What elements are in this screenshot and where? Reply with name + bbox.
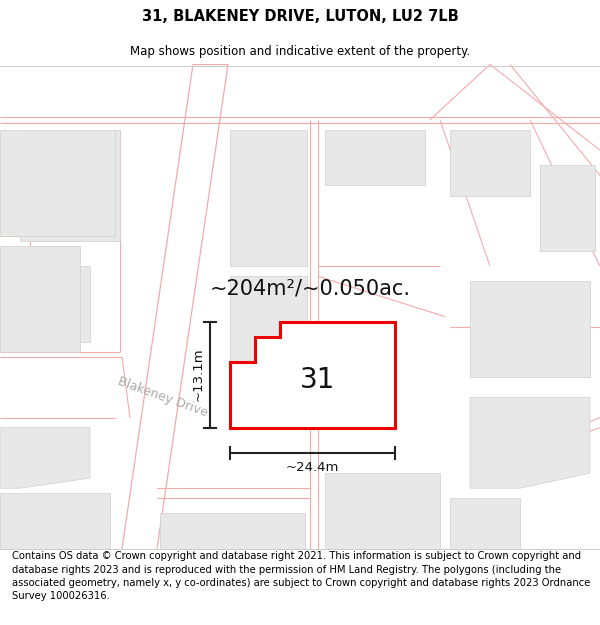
Polygon shape: [0, 493, 110, 549]
Polygon shape: [160, 513, 305, 549]
Text: Blakeney Drive: Blakeney Drive: [116, 375, 210, 420]
Polygon shape: [0, 130, 115, 236]
Polygon shape: [0, 246, 80, 352]
Text: 31: 31: [300, 366, 335, 394]
Text: 31, BLAKENEY DRIVE, LUTON, LU2 7LB: 31, BLAKENEY DRIVE, LUTON, LU2 7LB: [142, 9, 458, 24]
Polygon shape: [540, 165, 595, 251]
Text: ~24.4m: ~24.4m: [286, 461, 339, 474]
Polygon shape: [450, 130, 530, 196]
Polygon shape: [470, 281, 590, 378]
Polygon shape: [125, 64, 230, 549]
Polygon shape: [230, 322, 395, 428]
Polygon shape: [450, 498, 520, 549]
Polygon shape: [20, 266, 90, 342]
Polygon shape: [0, 428, 90, 488]
Polygon shape: [325, 130, 425, 186]
Text: ~13.1m: ~13.1m: [192, 348, 205, 401]
Polygon shape: [20, 130, 120, 241]
Polygon shape: [0, 64, 600, 120]
Polygon shape: [470, 398, 590, 488]
Text: Map shows position and indicative extent of the property.: Map shows position and indicative extent…: [130, 46, 470, 58]
Polygon shape: [230, 130, 307, 266]
Text: Contains OS data © Crown copyright and database right 2021. This information is : Contains OS data © Crown copyright and d…: [12, 551, 590, 601]
Polygon shape: [230, 276, 307, 378]
Polygon shape: [325, 473, 440, 549]
Text: ~204m²/~0.050ac.: ~204m²/~0.050ac.: [209, 279, 410, 299]
